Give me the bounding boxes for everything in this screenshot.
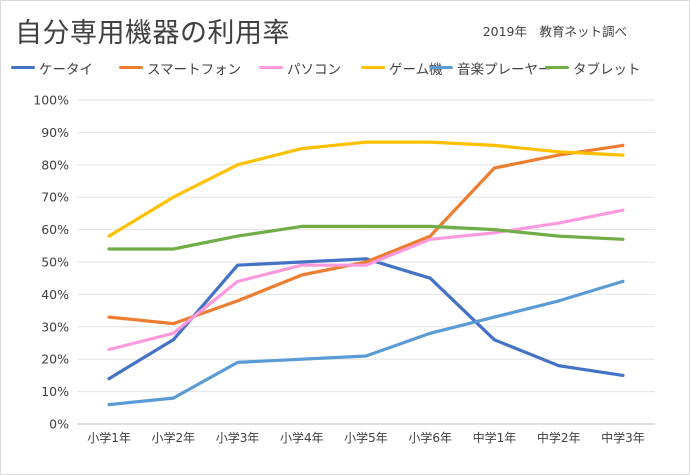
data-point	[171, 396, 175, 400]
data-point	[364, 354, 368, 358]
data-point	[557, 153, 561, 157]
x-tick-label: 中学1年	[473, 430, 517, 445]
y-tick-label: 70%	[41, 190, 69, 205]
data-point	[364, 263, 368, 267]
data-point	[492, 228, 496, 232]
data-point	[107, 234, 111, 238]
data-point	[364, 140, 368, 144]
chart-title: 自分専用機器の利用率	[15, 18, 290, 49]
x-tick-label: 小学5年	[344, 430, 388, 445]
legend: ケータイ スマートフォン パソコン ゲーム機 音楽プレーヤー タブレット	[11, 58, 681, 80]
data-point	[300, 357, 304, 361]
data-point	[236, 279, 240, 283]
y-tick-label: 80%	[41, 157, 69, 172]
data-point	[621, 373, 625, 377]
data-point	[492, 315, 496, 319]
legend-swatch-keitai	[11, 66, 35, 69]
data-point	[107, 403, 111, 407]
legend-label-music: 音楽プレーヤー	[457, 62, 552, 78]
data-point	[171, 247, 175, 251]
data-point	[492, 143, 496, 147]
data-point	[236, 360, 240, 364]
y-tick-label: 30%	[41, 319, 69, 334]
y-tick-label: 0%	[49, 417, 69, 432]
y-tick-label: 90%	[41, 125, 69, 140]
data-point	[171, 331, 175, 335]
legend-swatch-tablet	[545, 66, 569, 69]
data-point	[428, 234, 432, 238]
y-tick-label: 50%	[41, 255, 69, 270]
x-tick-label: 小学1年	[87, 430, 131, 445]
data-point	[557, 221, 561, 225]
legend-label-smartphone: スマートフォン	[147, 62, 242, 78]
series-line	[107, 279, 625, 407]
x-tick-label: 小学4年	[280, 430, 324, 445]
data-point	[171, 195, 175, 199]
legend-swatch-game	[361, 66, 385, 69]
data-point	[300, 147, 304, 151]
series-line	[107, 208, 625, 352]
y-tick-label: 20%	[41, 352, 69, 367]
x-tick-label: 小学6年	[408, 430, 452, 445]
data-point	[621, 153, 625, 157]
data-point	[428, 276, 432, 280]
data-point	[171, 338, 175, 342]
data-point	[428, 237, 432, 241]
data-point	[492, 166, 496, 170]
data-point	[107, 377, 111, 381]
data-point	[364, 257, 368, 261]
data-point	[300, 260, 304, 264]
y-tick-label: 40%	[41, 287, 69, 302]
y-tick-label: 100%	[33, 93, 69, 108]
data-point	[236, 299, 240, 303]
data-point	[621, 143, 625, 147]
data-point	[492, 231, 496, 235]
data-point	[236, 163, 240, 167]
data-point	[236, 234, 240, 238]
y-tick-label: 10%	[41, 384, 69, 399]
x-tick-label: 中学2年	[537, 430, 581, 445]
legend-label-tablet: タブレット	[573, 62, 641, 78]
x-tick-label: 小学3年	[216, 430, 260, 445]
legend-label-keitai: ケータイ	[39, 62, 93, 78]
data-point	[107, 247, 111, 251]
data-point	[557, 150, 561, 154]
data-point	[364, 224, 368, 228]
data-point	[557, 364, 561, 368]
data-point	[621, 208, 625, 212]
data-point	[107, 347, 111, 351]
data-point	[428, 140, 432, 144]
legend-label-pc: パソコン	[287, 62, 341, 78]
data-point	[300, 224, 304, 228]
source-note: 2019年 教育ネット調べ	[482, 24, 627, 39]
data-point	[107, 315, 111, 319]
data-point	[300, 273, 304, 277]
data-point	[171, 322, 175, 326]
data-point	[236, 263, 240, 267]
legend-swatch-smartphone	[119, 66, 143, 69]
data-point	[557, 299, 561, 303]
data-point	[364, 260, 368, 264]
data-point	[621, 279, 625, 283]
data-point	[428, 224, 432, 228]
legend-swatch-pc	[259, 66, 283, 69]
x-tick-label: 小学2年	[152, 430, 196, 445]
data-point	[621, 237, 625, 241]
x-tick-label: 中学3年	[601, 430, 645, 445]
legend-swatch-music	[429, 66, 453, 69]
data-point	[300, 263, 304, 267]
y-tick-label: 60%	[41, 222, 69, 237]
data-point	[557, 234, 561, 238]
data-point	[428, 331, 432, 335]
data-point	[492, 338, 496, 342]
